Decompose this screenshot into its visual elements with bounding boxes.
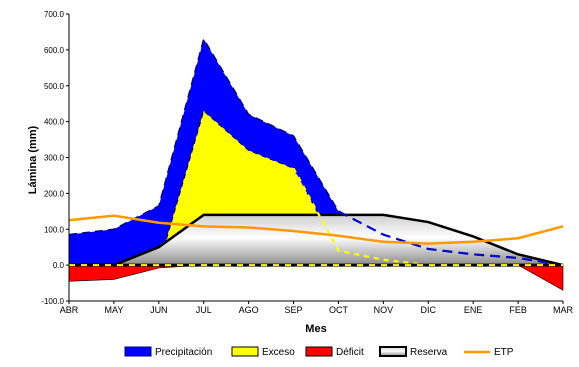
y-tick-label: 100.0: [44, 225, 65, 234]
reserva-outline: [69, 213, 564, 267]
y-tick-label: 600.0: [44, 46, 65, 55]
legend: Precipitación Exceso Déficit Reserva ETP: [124, 346, 514, 358]
y-tick-label: 500.0: [44, 82, 65, 91]
x-tick-label: AGO: [239, 305, 259, 315]
legend-swatch: [124, 346, 152, 357]
x-tick-label: JUL: [196, 305, 212, 315]
x-tick-label: MAR: [553, 305, 574, 315]
legend-swatch: [231, 346, 259, 357]
legend-item: Exceso: [231, 346, 295, 358]
legend-item: Déficit: [305, 346, 364, 358]
plot-area: [68, 37, 564, 291]
x-tick-label: JUN: [150, 305, 168, 315]
legend-item: Reserva: [379, 346, 448, 358]
precipitacion-dashed-tail: [337, 210, 564, 267]
deficit-area: [68, 264, 564, 291]
axes: -100.0 0.0 100.0 200.0 300.0 400.0 500.0 600.0 7…: [41, 10, 573, 315]
y-tick-label: 200.0: [44, 189, 65, 198]
y-tick-label: 400.0: [44, 118, 65, 127]
y-tick-label: 700.0: [44, 10, 65, 19]
legend-label: ETP: [494, 347, 514, 358]
reserva-area: [69, 214, 563, 266]
legend-item: ETP: [464, 347, 514, 358]
y-tick-label: -100.0: [41, 297, 64, 306]
etp-line: [68, 214, 564, 245]
y-tick-label: 300.0: [44, 154, 65, 163]
x-tick-label: SEP: [285, 305, 303, 315]
x-tick-label: ENE: [464, 305, 483, 315]
x-tick-label: FEB: [509, 305, 527, 315]
legend-swatch: [305, 346, 333, 357]
legend-label: Déficit: [336, 347, 364, 358]
legend-label: Reserva: [410, 347, 448, 358]
y-tick-label: 0.0: [53, 261, 65, 270]
x-tick-label: ABR: [60, 305, 79, 315]
legend-item: Precipitación: [124, 346, 212, 358]
legend-label: Precipitación: [155, 347, 212, 358]
x-tick-label: DIC: [421, 305, 437, 315]
x-tick-label: NOV: [374, 305, 394, 315]
legend-label: Exceso: [262, 347, 295, 358]
x-tick-label: OCT: [329, 305, 349, 315]
x-tick-label: MAY: [104, 305, 123, 315]
legend-swatch: [379, 346, 407, 357]
x-axis-title: Mes: [305, 323, 326, 335]
y-axis-title: Lámina (mm): [27, 125, 39, 194]
